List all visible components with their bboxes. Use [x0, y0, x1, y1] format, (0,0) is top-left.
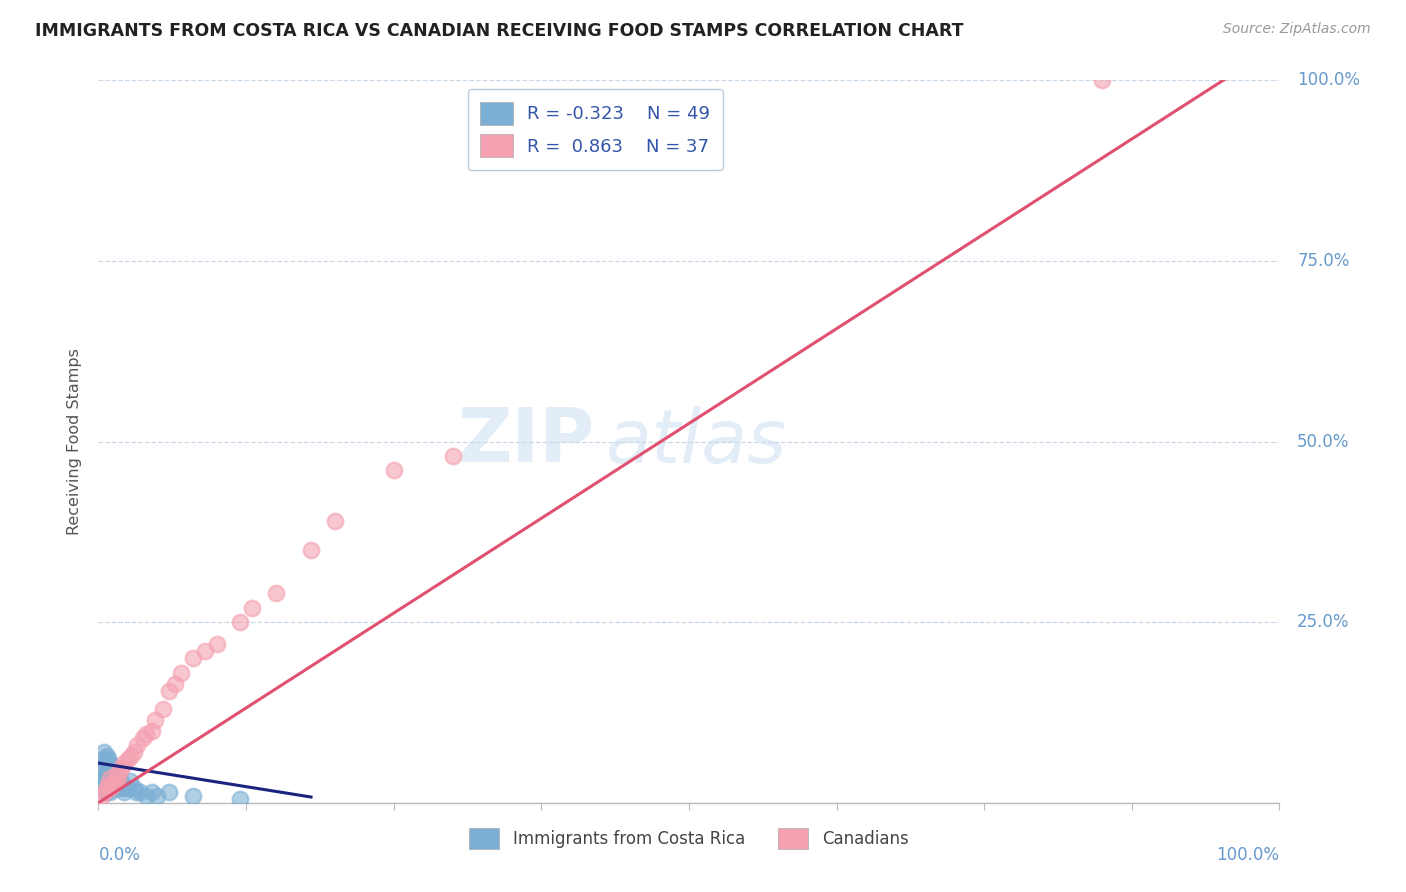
Point — [121, 748, 143, 763]
Point — [112, 756, 135, 770]
Point — [98, 785, 121, 799]
Point — [97, 752, 120, 766]
Point — [96, 778, 118, 792]
Point — [105, 767, 128, 781]
Point — [165, 676, 187, 690]
Point — [94, 785, 117, 799]
Point — [181, 651, 204, 665]
Point — [98, 756, 121, 770]
Point — [170, 665, 193, 680]
Point — [104, 778, 127, 792]
Point — [103, 774, 125, 789]
Text: 75.0%: 75.0% — [1298, 252, 1350, 270]
Point — [112, 781, 135, 796]
Point — [141, 785, 163, 799]
Text: 100.0%: 100.0% — [1216, 847, 1279, 864]
Point — [128, 785, 150, 799]
Point — [146, 789, 169, 803]
Point — [240, 600, 263, 615]
Point — [101, 778, 124, 792]
Point — [382, 463, 405, 477]
Text: 0.0%: 0.0% — [98, 847, 141, 864]
Point — [125, 785, 148, 799]
Point — [91, 778, 114, 792]
Point — [96, 781, 118, 796]
Point — [108, 781, 131, 796]
Point — [98, 760, 121, 774]
Point — [91, 789, 114, 803]
Point — [194, 644, 217, 658]
Point — [94, 771, 117, 785]
Point — [122, 781, 145, 796]
Point — [97, 781, 120, 796]
Point — [101, 767, 124, 781]
Point — [93, 785, 115, 799]
Point — [107, 778, 129, 792]
Point — [122, 745, 145, 759]
Point — [98, 771, 121, 785]
Point — [97, 778, 120, 792]
Point — [111, 760, 134, 774]
Point — [112, 785, 135, 799]
Point — [91, 774, 114, 789]
Point — [264, 586, 287, 600]
Point — [103, 774, 125, 789]
Point — [120, 774, 142, 789]
Text: 25.0%: 25.0% — [1298, 613, 1350, 632]
Legend: Immigrants from Costa Rica, Canadians: Immigrants from Costa Rica, Canadians — [463, 822, 915, 856]
Point — [143, 713, 166, 727]
Point — [205, 637, 228, 651]
Point — [157, 785, 180, 799]
Point — [98, 781, 121, 796]
Point — [105, 767, 128, 781]
Point — [127, 738, 149, 752]
Text: atlas: atlas — [606, 406, 787, 477]
Point — [141, 723, 163, 738]
Point — [96, 748, 118, 763]
Text: ZIP: ZIP — [457, 405, 595, 478]
Point — [323, 514, 346, 528]
Point — [93, 781, 115, 796]
Point — [108, 764, 131, 778]
Point — [91, 760, 114, 774]
Text: 100.0%: 100.0% — [1298, 71, 1360, 89]
Point — [101, 781, 124, 796]
Point — [229, 792, 252, 806]
Point — [103, 760, 125, 774]
Point — [441, 449, 464, 463]
Point — [111, 778, 134, 792]
Point — [105, 774, 128, 789]
Point — [135, 727, 157, 741]
Point — [97, 767, 120, 781]
Point — [96, 764, 118, 778]
Point — [105, 774, 128, 789]
Point — [100, 778, 122, 792]
Point — [98, 771, 121, 785]
Point — [135, 789, 157, 803]
Point — [110, 774, 132, 789]
Point — [105, 781, 128, 796]
Point — [157, 683, 180, 698]
Text: IMMIGRANTS FROM COSTA RICA VS CANADIAN RECEIVING FOOD STAMPS CORRELATION CHART: IMMIGRANTS FROM COSTA RICA VS CANADIAN R… — [35, 22, 963, 40]
Text: Source: ZipAtlas.com: Source: ZipAtlas.com — [1223, 22, 1371, 37]
Point — [98, 774, 121, 789]
Point — [152, 702, 174, 716]
Point — [91, 752, 114, 766]
Point — [229, 615, 252, 630]
Point — [117, 752, 139, 766]
Text: 50.0%: 50.0% — [1298, 433, 1350, 450]
Point — [1091, 73, 1114, 87]
Point — [107, 771, 129, 785]
Point — [299, 542, 322, 557]
Point — [181, 789, 204, 803]
Point — [132, 731, 155, 745]
Point — [100, 764, 122, 778]
Point — [94, 756, 117, 770]
Y-axis label: Receiving Food Stamps: Receiving Food Stamps — [67, 348, 83, 535]
Point — [90, 771, 112, 785]
Point — [93, 767, 115, 781]
Point — [117, 781, 139, 796]
Point — [93, 745, 115, 759]
